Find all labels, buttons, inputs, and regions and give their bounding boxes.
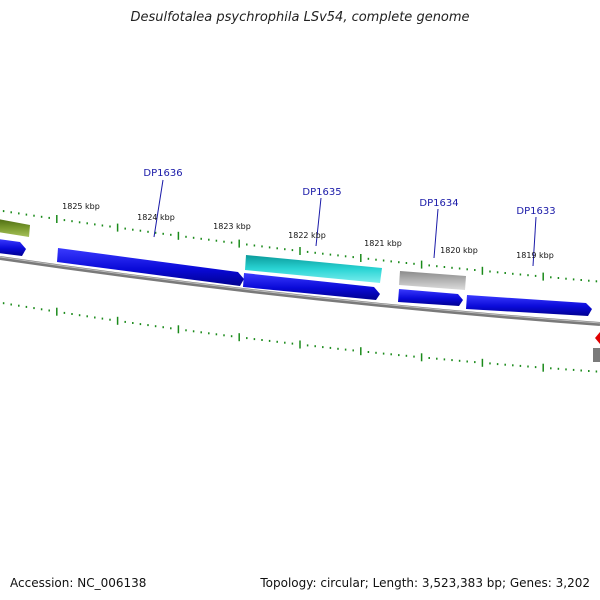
tick-label-1824: 1824 kbp (137, 213, 175, 222)
feature-dp1633 (466, 295, 592, 316)
tick-label-1819: 1819 kbp (516, 251, 554, 260)
inner-tick-ring (2, 302, 598, 373)
map-title: Desulfotalea psychrophila LSv54, complet… (130, 10, 470, 25)
accession-text: Accession: NC_006138 (10, 576, 147, 590)
leader-dp1635 (315, 197, 322, 247)
feature-green-left (0, 219, 30, 237)
gene-label-dp1633: DP1633 (516, 206, 555, 217)
gene-label-dp1634: DP1634 (419, 198, 458, 209)
leader-dp1636 (153, 179, 164, 238)
feature-cds-far-left (0, 239, 26, 256)
feature-cds-small (398, 289, 463, 306)
feature-grey-right (593, 348, 600, 362)
leader-dp1634 (433, 208, 439, 259)
genome-backbone-highlight (0, 256, 600, 324)
tick-label-1825: 1825 kbp (62, 202, 100, 211)
tick-label-1822: 1822 kbp (288, 231, 326, 240)
gene-label-dp1636: DP1636 (143, 168, 182, 179)
tick-label-1821: 1821 kbp (364, 239, 402, 248)
feature-dp1635 (245, 255, 382, 283)
leader-dp1633 (532, 216, 537, 267)
outer-tick-ring (2, 210, 598, 283)
feature-dp1634 (399, 271, 466, 290)
genome-summary-text: Topology: circular; Length: 3,523,383 bp… (260, 576, 590, 590)
tick-label-1820: 1820 kbp (440, 246, 478, 255)
genome-backbone (0, 256, 600, 326)
feature-red-marker (595, 332, 600, 344)
feature-dp1636 (57, 248, 244, 286)
tick-label-1823: 1823 kbp (213, 222, 251, 231)
feature-cds-mid (243, 273, 380, 300)
gene-label-dp1635: DP1635 (302, 187, 341, 198)
